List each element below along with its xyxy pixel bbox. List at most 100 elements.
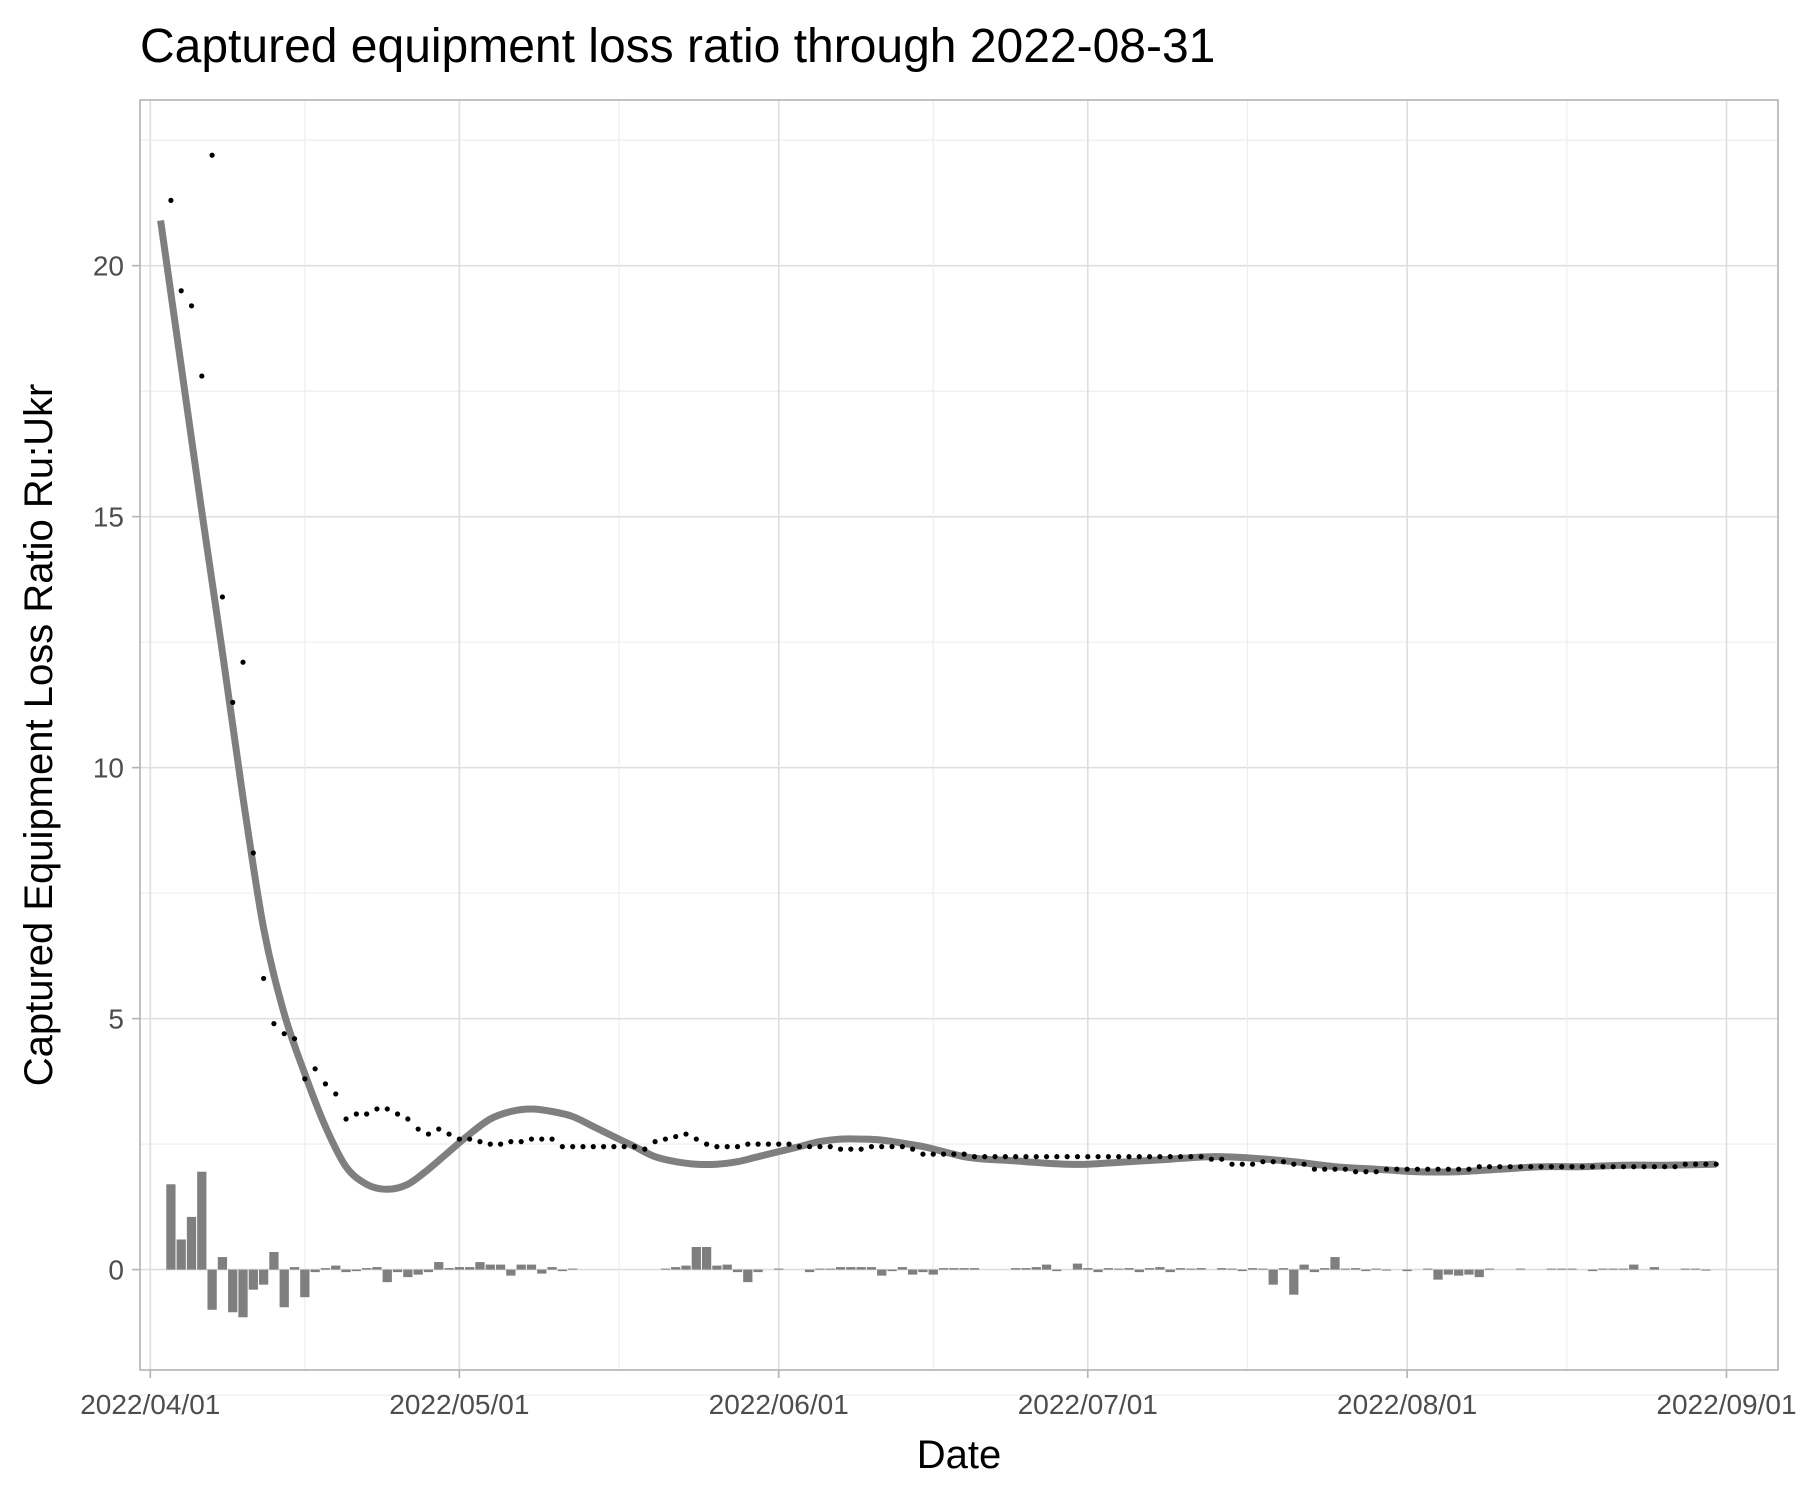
change-bar	[743, 1269, 753, 1283]
change-bar	[1433, 1269, 1443, 1280]
change-bar	[1103, 1268, 1114, 1270]
ratio-point	[456, 1136, 462, 1142]
ratio-point	[302, 1076, 308, 1082]
change-bar	[372, 1267, 382, 1270]
plot-panel	[139, 99, 1779, 1396]
change-bar	[269, 1252, 279, 1270]
change-bar	[1443, 1269, 1453, 1275]
ratio-point	[271, 1021, 277, 1027]
ratio-point	[312, 1066, 318, 1072]
ratio-point	[415, 1126, 421, 1132]
change-bar	[1124, 1268, 1134, 1270]
ratio-point	[240, 659, 246, 665]
x-axis: 2022/04/01 2022/05/01 2022/06/01 2022/07/01…	[80, 1370, 1797, 1420]
change-bar	[815, 1268, 825, 1270]
ratio-point	[920, 1151, 926, 1157]
ratio-point	[1270, 1159, 1276, 1165]
ratio-point	[673, 1133, 679, 1140]
ratio-point	[1023, 1154, 1029, 1160]
change-bar	[1247, 1268, 1258, 1270]
change-bar	[722, 1264, 732, 1270]
ratio-point	[1569, 1164, 1575, 1170]
ratio-point	[1466, 1166, 1472, 1172]
ratio-point	[405, 1116, 411, 1122]
x-tick-label: 2022/07/01	[1018, 1389, 1158, 1420]
y-tick-label: 15	[93, 502, 124, 533]
ratio-point	[188, 303, 195, 309]
ratio-point	[425, 1131, 432, 1137]
ratio-point	[765, 1141, 772, 1147]
change-bar	[1186, 1268, 1196, 1270]
ratio-point	[940, 1151, 947, 1157]
change-bar	[1309, 1269, 1320, 1273]
change-bar	[1144, 1268, 1155, 1270]
ratio-point	[1239, 1161, 1245, 1167]
ratio-point	[745, 1141, 751, 1147]
ratio-point	[1219, 1156, 1225, 1162]
change-bar	[1680, 1268, 1690, 1270]
ratio-point	[982, 1154, 988, 1160]
ratio-point	[734, 1144, 741, 1150]
ratio-point	[518, 1139, 524, 1145]
ratio-point	[1250, 1161, 1256, 1167]
ratio-point	[477, 1139, 483, 1145]
ratio-point	[1311, 1166, 1318, 1172]
change-bar	[506, 1269, 516, 1276]
ratio-point	[930, 1151, 936, 1157]
ratio-point	[755, 1141, 761, 1147]
ratio-point	[868, 1144, 875, 1150]
ratio-point	[1002, 1154, 1008, 1160]
change-bar	[1237, 1269, 1247, 1272]
ratio-point	[1280, 1159, 1287, 1165]
ratio-point	[1342, 1166, 1348, 1172]
change-bar	[969, 1268, 980, 1270]
ratio-point	[580, 1144, 586, 1150]
change-bar	[382, 1269, 392, 1283]
smoothed-line-path	[157, 220, 1717, 1193]
change-bar	[1052, 1269, 1062, 1272]
ratio-point	[1383, 1166, 1390, 1172]
ratio-point	[199, 373, 205, 379]
ratio-point	[879, 1144, 885, 1150]
change-bar	[320, 1268, 331, 1270]
change-bar	[701, 1247, 712, 1270]
ratio-point	[1126, 1154, 1132, 1160]
ratio-point	[1610, 1164, 1616, 1170]
change-bar	[516, 1264, 526, 1270]
change-bar	[485, 1264, 495, 1270]
ratio-point	[1322, 1166, 1328, 1172]
change-bar	[166, 1184, 176, 1270]
y-tick-label: 10	[93, 753, 124, 784]
ratio-point	[1620, 1164, 1627, 1170]
x-tick-label: 2022/09/01	[1656, 1389, 1796, 1420]
change-bar	[1402, 1269, 1412, 1272]
y-tick-label: 20	[93, 251, 124, 282]
ratio-point	[1260, 1159, 1266, 1165]
change-bar	[908, 1269, 918, 1275]
change-bar	[1072, 1263, 1083, 1270]
ratio-point	[1456, 1166, 1462, 1172]
ratio-point	[281, 1031, 287, 1037]
change-bar	[1464, 1269, 1474, 1275]
ratio-point	[1641, 1164, 1647, 1170]
ratio-point	[1497, 1164, 1503, 1170]
change-bar	[660, 1268, 671, 1270]
ratio-point	[1033, 1154, 1039, 1160]
ratio-point	[1672, 1164, 1678, 1170]
change-bar	[1011, 1268, 1021, 1270]
ratio-point	[837, 1146, 844, 1152]
change-bar	[351, 1269, 361, 1272]
ratio-point	[1435, 1166, 1441, 1172]
ratio-point	[1013, 1154, 1019, 1160]
ratio-point	[219, 594, 226, 600]
ratio-point	[704, 1141, 710, 1147]
ratio-point	[497, 1141, 504, 1147]
ratio-point	[817, 1144, 823, 1150]
change-bar	[1598, 1268, 1608, 1270]
change-bar	[526, 1264, 537, 1270]
ratio-point	[1332, 1166, 1338, 1172]
ratio-point	[1394, 1166, 1400, 1172]
ratio-point	[508, 1139, 514, 1145]
ratio-point	[693, 1136, 699, 1142]
ratio-point	[827, 1144, 833, 1150]
